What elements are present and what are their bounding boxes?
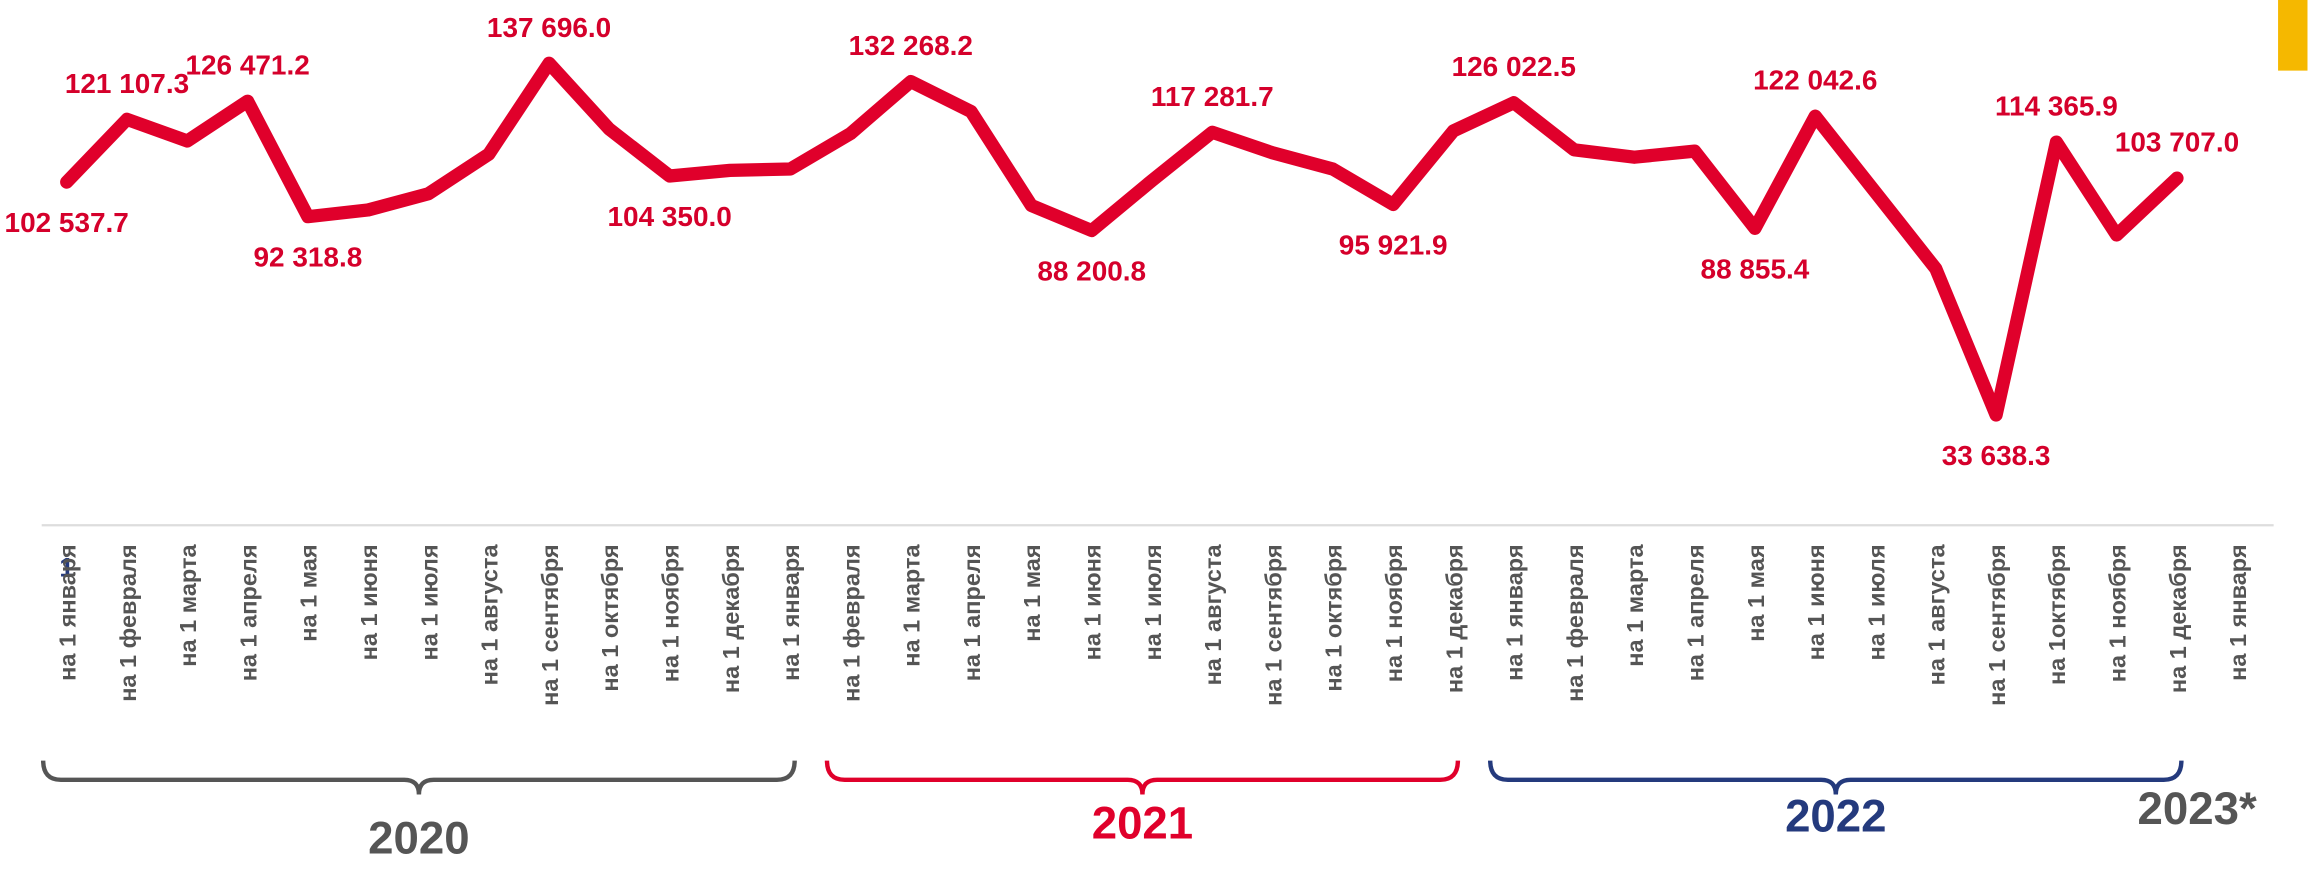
x-tick-label: на 1 мая [296,544,322,641]
x-tick-label: на 1 октября [1321,544,1347,691]
x-tick-label: на 1 марта [899,543,925,666]
year-bracket [824,760,1461,795]
x-tick-label: на 1 июля [1863,544,1889,660]
x-tick-label: на 1 марта [175,543,201,666]
year-label: 2020 [368,812,469,863]
x-tick-label: на 1 октября [597,544,623,691]
value-label: 103 707.0 [2115,127,2239,158]
x-tick-label: на 1 апреля [235,544,261,681]
value-label: 126 471.2 [185,50,309,81]
x-tick-label: на 1 мая [1743,544,1769,641]
value-label: 102 537.7 [5,207,129,238]
value-label: 132 268.2 [849,30,973,61]
year-label: 2023* [2138,783,2257,834]
x-tick-label: на 1 июня [356,544,382,660]
value-label: 114 365.9 [1995,91,2118,122]
x-tick-label: на 1 ноября [2105,544,2131,682]
x-tick-label: на 1 января [55,544,81,680]
value-label: 88 200.8 [1037,256,1146,287]
year-label: 2022 [1785,790,1886,841]
x-tick-label: на 1 января [778,544,804,680]
x-tick-label: на 1октября [2044,544,2070,685]
value-label: 88 855.4 [1701,253,1810,284]
x-tick-label: на 1 декабря [718,544,744,693]
value-label: 126 022.5 [1452,51,1576,82]
x-tick-label: на 1 мая [1019,544,1045,641]
line [60,56,2184,422]
x-tick-label: на 1 декабря [1441,544,1467,693]
annotation: 1 [59,553,74,583]
year-bracket [1488,760,2184,795]
value-label: 122 042.6 [1753,65,1877,96]
value-label: 117 281.7 [1151,81,1274,112]
x-tick-label: на 1 июля [416,544,442,660]
x-tick-label: на 1 августа [1924,543,1950,685]
x-tick-label: на 1 апреля [1682,544,1708,681]
x-tick-label: на 1 января [1502,544,1528,680]
x-tick-label: на 1 ноября [1381,544,1407,682]
x-tick-label: на 1 марта [1622,543,1648,666]
value-label: 104 350.0 [608,201,732,232]
x-tick-label: на 1 ноября [657,544,683,682]
year-label: 2021 [1092,798,1193,849]
value-label: 137 696.0 [487,12,611,43]
x-tick-label: на 1 сентября [1260,544,1286,705]
x-tick-label: на 1 декабря [2165,544,2191,693]
x-tick-label: на 1 февраля [115,544,141,701]
x-tick-label: на 1 апреля [959,544,985,681]
x-tick-label: на 1 февраля [838,544,864,701]
x-tick-label: на 1 июня [1080,544,1106,660]
x-tick-label: на 1 сентября [537,544,563,705]
x-tick-label: на 1 сентября [1984,544,2010,705]
corner-mark [2278,0,2308,71]
x-tick-label: на 1 февраля [1562,544,1588,701]
value-label: 92 318.8 [254,242,363,273]
year-bracket [40,760,797,795]
x-tick-label: на 1 августа [477,543,503,685]
value-label: 33 638.3 [1942,440,2051,471]
value-label: 121 107.3 [65,68,189,99]
x-tick-label: на 1 января [2225,544,2251,680]
x-tick-label: на 1 июля [1140,544,1166,660]
x-tick-label: на 1 июня [1803,544,1829,660]
value-label: 95 921.9 [1339,229,1448,260]
x-tick-label: на 1 августа [1200,543,1226,685]
